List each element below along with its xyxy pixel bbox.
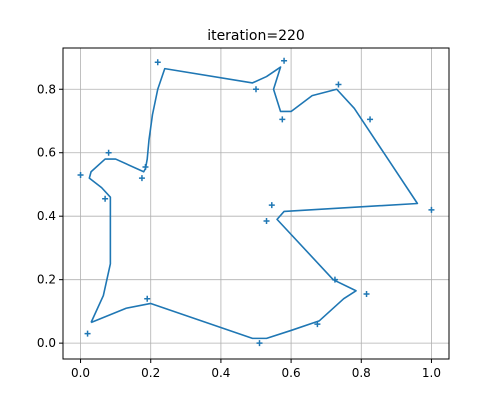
city-marker [281,57,288,64]
city-marker [428,206,435,213]
x-axis-ticks: 0.0 0.2 0.4 0.6 0.8 1.0 [71,359,441,380]
city-marker [102,195,109,202]
plot-frame [62,47,450,360]
y-tick-label: 0.0 [37,336,56,350]
city-marker [367,116,374,123]
city-marker [268,202,275,209]
city-marker [253,86,259,93]
city-marker [363,290,370,297]
series-layer [88,66,419,340]
city-marker [77,171,84,178]
y-axis-ticks: 0.0 0.2 0.4 0.6 0.8 [37,82,63,350]
marker-layer [77,57,435,347]
city-marker [263,217,270,224]
city-marker [314,321,321,328]
chart-title: iteration=220 [207,28,305,44]
city-marker [105,149,112,156]
y-tick-label: 0.8 [37,82,56,96]
city-marker [279,116,286,123]
city-marker [335,81,342,88]
x-tick-label: 0.2 [141,366,160,380]
x-tick-label: 0.0 [71,366,90,380]
city-marker [84,330,91,337]
city-marker [144,295,151,302]
city-marker [256,340,263,347]
y-tick-label: 0.4 [37,209,56,223]
city-marker [138,175,145,182]
y-tick-label: 0.6 [37,146,56,160]
city-marker [142,164,149,171]
grid-layer [63,48,449,359]
x-tick-label: 0.8 [352,366,371,380]
x-tick-label: 1.0 [422,366,441,380]
x-tick-label: 0.6 [282,366,301,380]
x-tick-label: 0.4 [211,366,230,380]
city-marker [154,59,161,66]
city-marker [331,276,338,283]
path-line [88,66,419,340]
y-tick-label: 0.2 [37,273,56,287]
